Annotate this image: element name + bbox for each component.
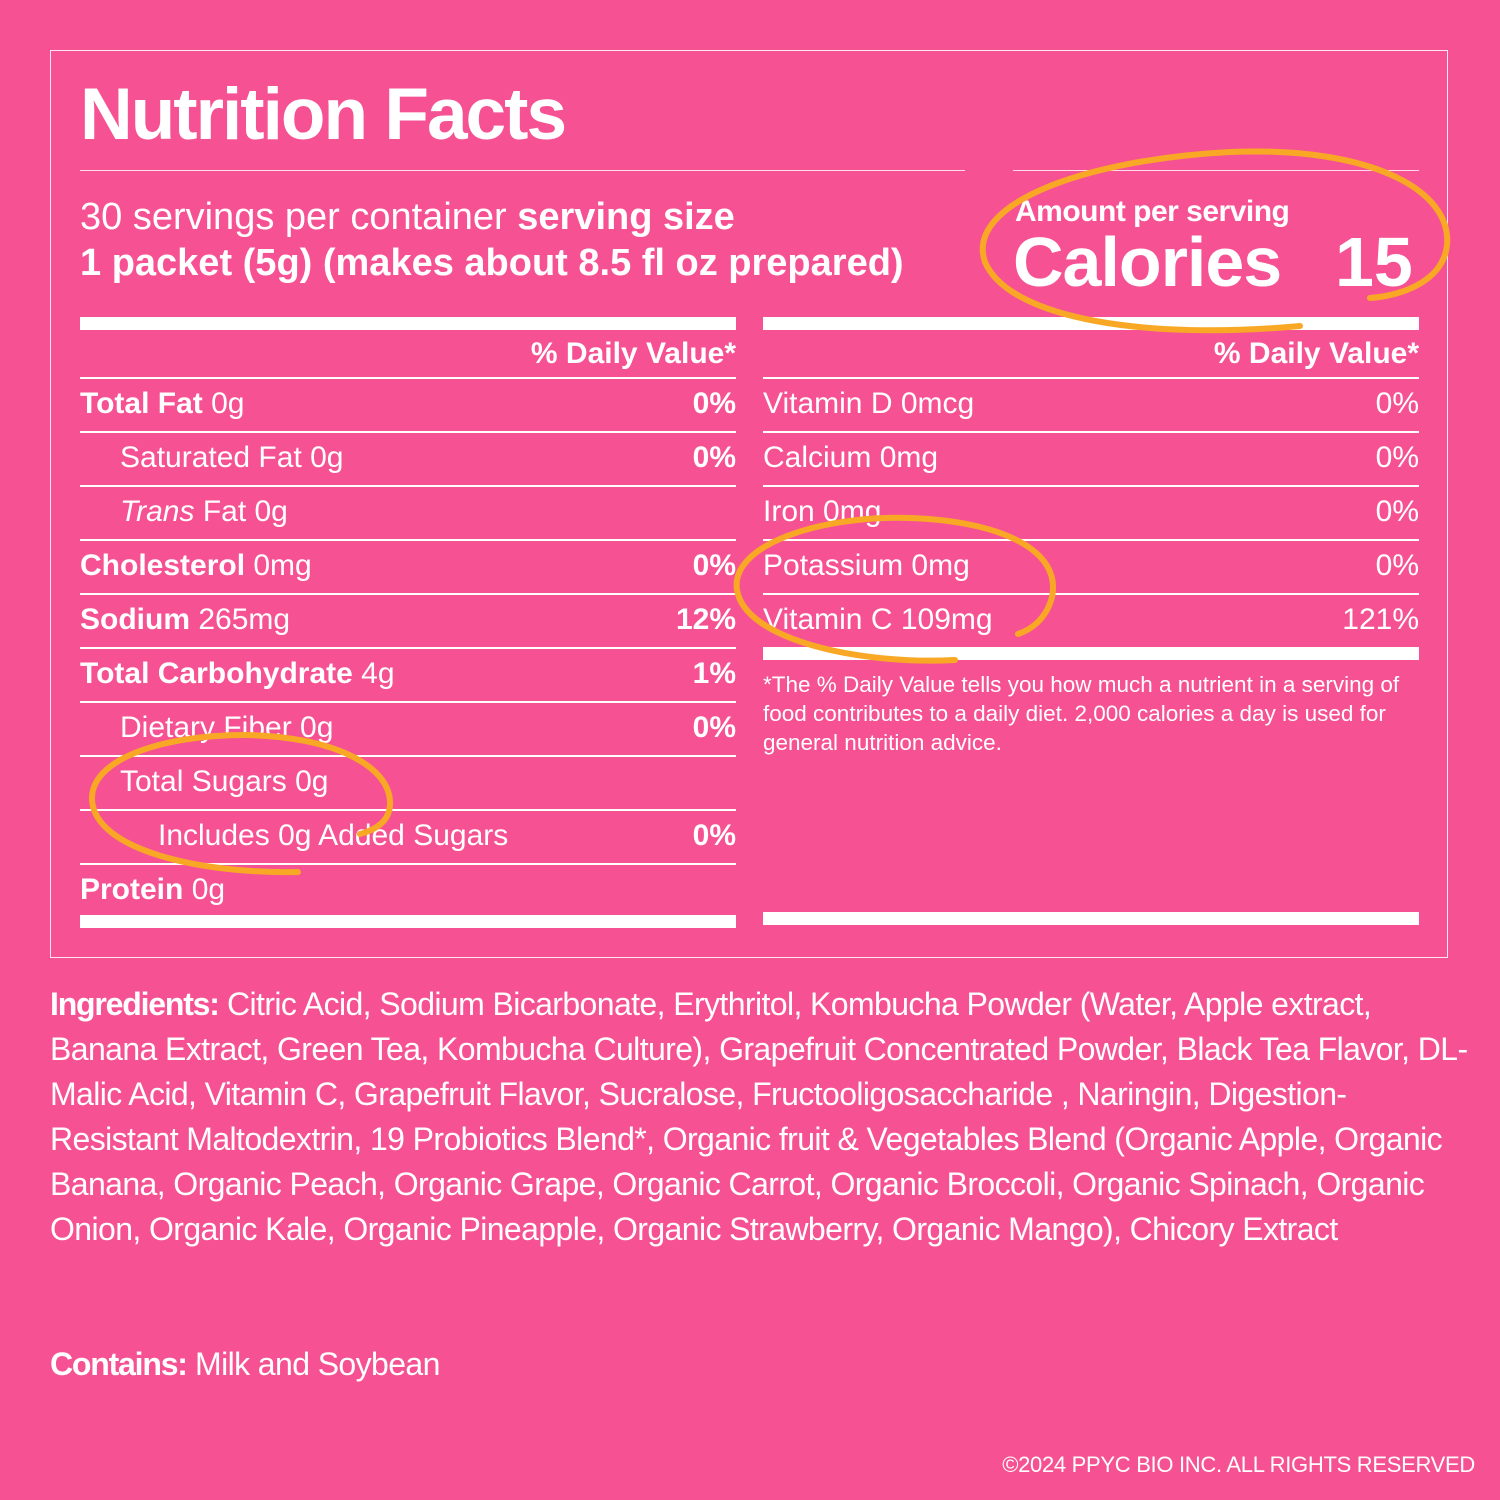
nutrient-pct: 12% [675,603,736,636]
row-trans-fat: Trans Fat 0g [80,487,736,541]
nutrient-pct: 0% [692,441,736,474]
row-saturated-fat: Saturated Fat 0g 0% [80,433,736,487]
right-thick-rule-bottom [763,912,1419,925]
row-protein: Protein 0g [80,865,736,915]
nutrient-pct: 0% [1375,495,1419,528]
serving-size-label: serving size [517,196,735,238]
daily-value-footnote: *The % Daily Value tells you how much a … [763,672,1400,755]
thick-rule [80,317,736,330]
nutrient-name: Saturated Fat 0g [120,441,344,474]
row-iron: Iron 0mg 0% [763,487,1419,541]
thick-rule-mid [763,647,1419,660]
nutrient-amount: 0mg [253,549,312,582]
nutrient-pct: 0% [1375,441,1419,474]
nutrients-right-column: % Daily Value* Vitamin D 0mcg 0% Calcium… [763,317,1419,757]
row-potassium: Potassium 0mg 0% [763,541,1419,595]
servings-line: 30 servings per container serving size [80,195,735,239]
nutrition-panel-border [50,50,1448,958]
nutrient-name: Vitamin D 0mcg [763,387,975,420]
thick-rule-bottom [80,915,736,928]
nutrient-amount: 0g [211,387,245,420]
nutrient-pct: 0% [1375,387,1419,420]
calories-label: Calories [1013,223,1282,301]
ingredients-label: Ingredients: [50,986,220,1022]
row-cholesterol: Cholesterol 0mg 0% [80,541,736,595]
row-vitamin-c: Vitamin C 109mg 121% [763,595,1419,647]
trans-italic: Trans [120,495,195,528]
serving-size-value: 1 packet (5g) (makes about 8.5 fl oz pre… [80,242,904,284]
row-added-sugars: Includes 0g Added Sugars 0% [80,811,736,865]
daily-value-header: % Daily Value* [80,330,736,379]
nutrient-name: Calcium 0mg [763,441,939,474]
nutrient-amount: 265mg [198,603,291,636]
nutrient-pct: 0% [692,711,736,744]
nutrient-name: Includes 0g Added Sugars [158,819,509,852]
row-dietary-fiber: Dietary Fiber 0g 0% [80,703,736,757]
nutrient-pct: 1% [692,657,736,690]
nutrient-name: Sodium [80,603,190,636]
row-total-fat: Total Fat 0g 0% [80,379,736,433]
nutrient-name: Total Fat [80,387,203,420]
nutrient-name: Potassium 0mg [763,549,970,582]
contains-label: Contains: [50,1346,188,1382]
servings-per-container: 30 servings per container [80,196,507,238]
nutrient-amount: 0g [191,873,226,906]
nutrient-pct: 0% [692,819,736,852]
thick-rule [763,317,1419,330]
nutrient-amount: 4g [361,657,395,690]
nutrient-name: Total Sugars 0g [120,765,329,798]
nutrient-pct: 121% [1342,603,1419,636]
nutrient-pct: 0% [692,549,736,582]
divider-top-right [1013,170,1419,171]
divider-top-left [80,170,965,171]
nutrient-name: Fat 0g [202,495,288,528]
page-title: Nutrition Facts [80,74,567,155]
ingredients-text: Citric Acid, Sodium Bicarbonate, Erythri… [50,986,1468,1247]
row-total-sugars: Total Sugars 0g [80,757,736,811]
copyright-notice: ©2024 PPYC BIO INC. ALL RIGHTS RESERVED [1002,1452,1475,1477]
row-total-carbohydrate: Total Carbohydrate 4g 1% [80,649,736,703]
nutrient-name: Total Carbohydrate [80,657,353,690]
calories-value: 15 [1335,223,1413,301]
row-sodium: Sodium 265mg 12% [80,595,736,649]
nutrient-name: Iron 0mg [763,495,882,528]
daily-value-header: % Daily Value* [763,330,1419,379]
nutrient-pct: 0% [1375,549,1419,582]
nutrient-name: Dietary Fiber 0g [120,711,334,744]
nutrient-name: Vitamin C 109mg [763,603,993,636]
nutrient-name: Cholesterol [80,549,246,582]
nutrients-left-column: % Daily Value* Total Fat 0g 0% Saturated… [80,317,736,928]
nutrient-name: Protein [80,873,184,906]
nutrient-pct: 0% [692,387,736,420]
ingredients-block: Ingredients: Citric Acid, Sodium Bicarbo… [50,982,1470,1252]
contains-block: Contains: Milk and Soybean [50,1342,440,1387]
row-vitamin-d: Vitamin D 0mcg 0% [763,379,1419,433]
contains-text: Milk and Soybean [186,1346,440,1382]
row-calcium: Calcium 0mg 0% [763,433,1419,487]
